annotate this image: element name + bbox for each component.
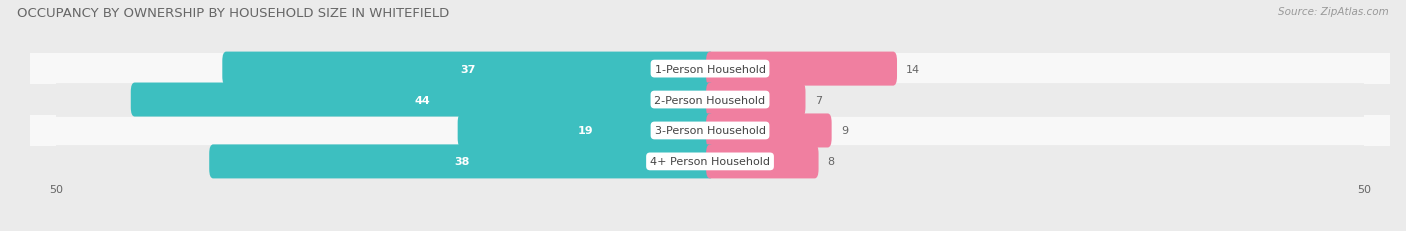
FancyBboxPatch shape <box>706 114 831 148</box>
Text: 3-Person Household: 3-Person Household <box>655 126 765 136</box>
Text: 37: 37 <box>460 64 475 74</box>
Text: 19: 19 <box>578 126 593 136</box>
Bar <box>30 146 1391 177</box>
Text: 38: 38 <box>454 157 470 167</box>
FancyBboxPatch shape <box>458 114 714 148</box>
FancyBboxPatch shape <box>131 83 714 117</box>
Text: OCCUPANCY BY OWNERSHIP BY HOUSEHOLD SIZE IN WHITEFIELD: OCCUPANCY BY OWNERSHIP BY HOUSEHOLD SIZE… <box>17 7 449 20</box>
FancyBboxPatch shape <box>706 83 806 117</box>
Text: 7: 7 <box>814 95 821 105</box>
Bar <box>30 54 1391 85</box>
Bar <box>30 116 1391 146</box>
Text: 2-Person Household: 2-Person Household <box>654 95 766 105</box>
FancyBboxPatch shape <box>706 145 818 179</box>
Bar <box>30 85 1391 116</box>
Text: Source: ZipAtlas.com: Source: ZipAtlas.com <box>1278 7 1389 17</box>
FancyBboxPatch shape <box>706 52 897 86</box>
Text: 14: 14 <box>905 64 921 74</box>
FancyBboxPatch shape <box>222 52 714 86</box>
Text: 1-Person Household: 1-Person Household <box>655 64 765 74</box>
Text: 44: 44 <box>415 95 430 105</box>
Text: 9: 9 <box>841 126 848 136</box>
Text: 4+ Person Household: 4+ Person Household <box>650 157 770 167</box>
Text: 8: 8 <box>828 157 835 167</box>
FancyBboxPatch shape <box>209 145 714 179</box>
